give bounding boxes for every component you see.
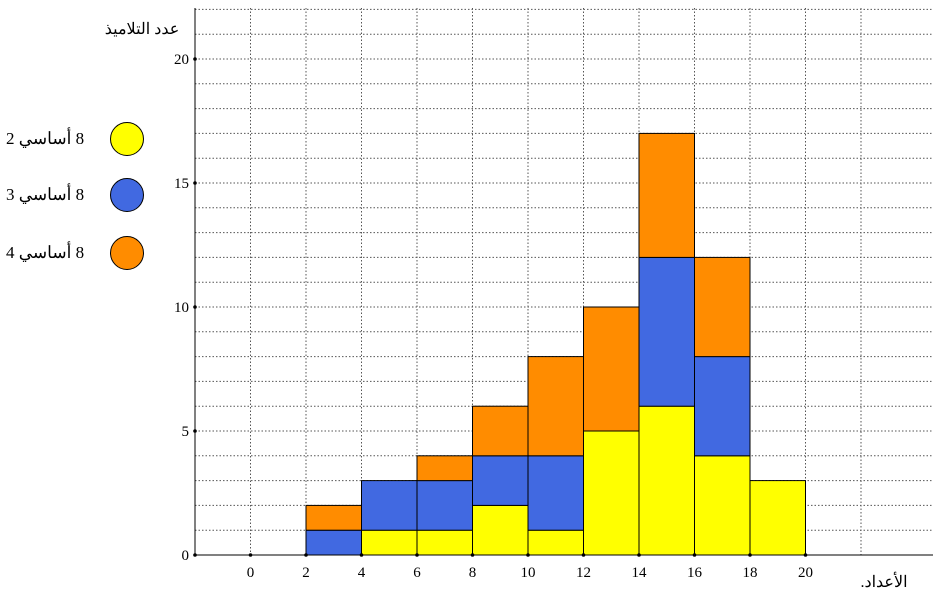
x-tick-label: 18 [743, 565, 758, 581]
bar-segment-series-1 [361, 529, 418, 556]
bar-segment-series-1 [472, 504, 529, 556]
x-tick-mark [692, 553, 697, 557]
x-tick-mark [526, 553, 530, 557]
bars-group [305, 132, 806, 556]
x-tick-mark [470, 553, 475, 557]
x-tick-mark [637, 553, 641, 557]
x-tick-label: 4 [358, 565, 366, 581]
y-tick-label: 15 [174, 176, 189, 192]
bar-segment-series-3 [472, 405, 529, 457]
y-tick-mark [193, 57, 197, 61]
bar-segment-series-2 [638, 256, 695, 407]
bar-segment-series-2 [305, 529, 362, 556]
bar-segment-series-1 [749, 480, 806, 556]
x-tick-label: 12 [576, 565, 591, 581]
x-tick-mark [803, 553, 808, 557]
y-tick-mark [193, 181, 197, 185]
x-tick-mark [581, 553, 586, 557]
x-tick-label: 6 [413, 565, 421, 581]
x-tick-mark [415, 553, 419, 557]
bar-segment-series-1 [583, 430, 640, 556]
y-tick-mark [193, 429, 197, 433]
bar-segment-series-3 [638, 132, 695, 258]
y-tick-label: 0 [182, 548, 190, 564]
y-axis-title: عدد التلاميذ [105, 21, 180, 38]
x-tick-label: 20 [798, 565, 813, 581]
x-tick-label: 16 [687, 565, 703, 581]
axes [194, 8, 933, 556]
bar-segment-series-3 [416, 455, 473, 482]
x-tick-mark [359, 553, 364, 557]
bar-segment-series-1 [638, 405, 695, 556]
y-tick-label: 10 [174, 300, 189, 316]
x-tick-label: 10 [521, 565, 536, 581]
bar-segment-series-3 [305, 504, 362, 531]
bar-segment-series-2 [472, 455, 529, 506]
bar-segment-series-2 [694, 356, 751, 457]
x-tick-mark [304, 553, 308, 557]
x-tick-label: 8 [469, 565, 477, 581]
x-tick-mark [748, 553, 752, 557]
bar-segment-series-2 [527, 455, 584, 531]
bar-segment-series-2 [416, 480, 473, 531]
bar-segment-series-1 [527, 529, 584, 556]
bar-segment-series-1 [694, 455, 751, 556]
x-tick-mark [248, 553, 253, 557]
bar-segment-series-3 [583, 306, 640, 432]
bar-segment-series-3 [527, 356, 584, 457]
bar-segment-series-2 [361, 480, 418, 531]
y-tick-mark [193, 305, 197, 309]
x-axis-title: .الأعداد [860, 572, 907, 590]
x-tick-label: 0 [247, 565, 255, 581]
x-tick-label: 2 [302, 565, 310, 581]
y-tick-label: 20 [174, 52, 189, 68]
x-tick-label: 14 [632, 565, 648, 581]
y-tick-label: 5 [182, 424, 190, 440]
bar-segment-series-1 [416, 529, 473, 556]
y-tick-mark [193, 553, 197, 557]
bar-segment-series-3 [694, 256, 751, 358]
tick-labels: 0 2 4 6 8 10 12 14 16 18 20 0 5 10 15 20 [174, 52, 813, 581]
